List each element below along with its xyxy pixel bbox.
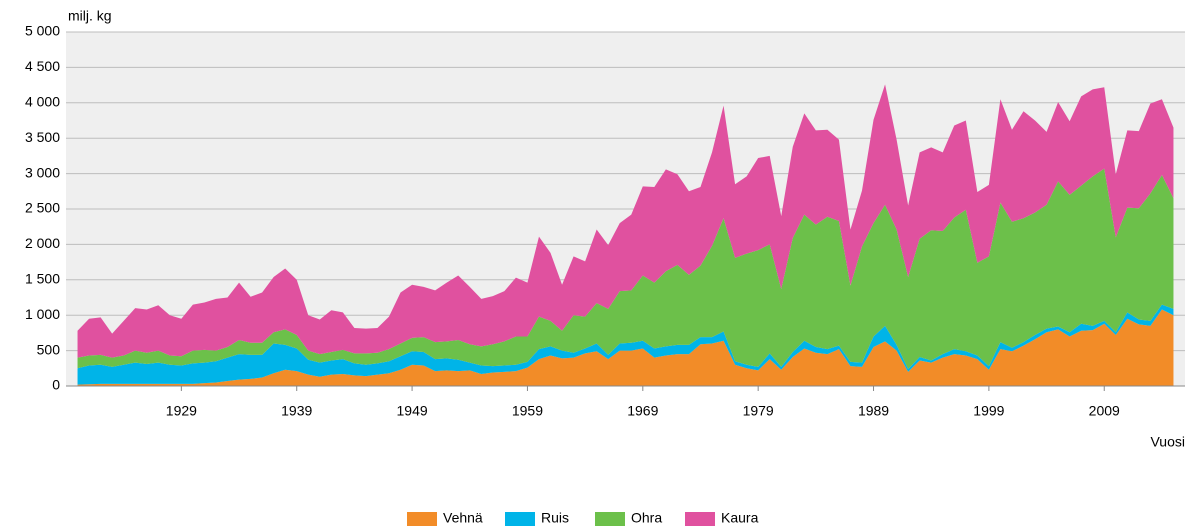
area xyxy=(77,304,1174,385)
y-tick-label: 4 000 xyxy=(25,94,60,110)
y-tick-label: 2 000 xyxy=(25,235,60,251)
x-axis-label: Vuosi xyxy=(1150,434,1185,450)
x-tick-label: 1979 xyxy=(743,403,774,419)
legend-label: Vehnä xyxy=(443,510,483,526)
legend-label: Ohra xyxy=(631,510,662,526)
legend-swatch xyxy=(407,512,437,526)
x-tick-label: 1949 xyxy=(397,403,428,419)
y-tick-label: 5 000 xyxy=(25,23,60,39)
area xyxy=(77,168,1174,370)
x-tick-label: 1999 xyxy=(973,403,1004,419)
y-tick-label: 1 500 xyxy=(25,271,60,287)
legend-swatch xyxy=(505,512,535,526)
x-tick-label: 1989 xyxy=(858,403,889,419)
y-tick-label: 500 xyxy=(37,341,61,357)
x-tick-label: 2009 xyxy=(1089,403,1120,419)
x-tick-label: 1959 xyxy=(512,403,543,419)
x-tick-label: 1939 xyxy=(281,403,312,419)
x-tick-label: 1969 xyxy=(627,403,658,419)
legend-label: Ruis xyxy=(541,510,569,526)
area xyxy=(77,309,1174,386)
x-tick-label: 1929 xyxy=(166,403,197,419)
legend-swatch xyxy=(595,512,625,526)
legend-label: Kaura xyxy=(721,510,759,526)
area xyxy=(77,84,1174,358)
legend-swatch xyxy=(685,512,715,526)
y-tick-label: 1 000 xyxy=(25,306,60,322)
y-tick-label: 3 000 xyxy=(25,164,60,180)
y-tick-label: 3 500 xyxy=(25,129,60,145)
y-tick-label: 0 xyxy=(52,377,60,393)
y-axis-label: milj. kg xyxy=(68,8,112,24)
y-tick-label: 4 500 xyxy=(25,58,60,74)
y-tick-label: 2 500 xyxy=(25,200,60,216)
